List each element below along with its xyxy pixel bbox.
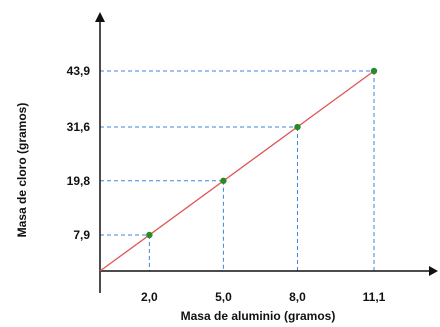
- data-point: [220, 177, 227, 184]
- x-axis-label: Masa de aluminio (gramos): [181, 309, 336, 323]
- series: [99, 70, 375, 272]
- data-point: [294, 123, 301, 131]
- x-tick-label: 11,1: [363, 290, 386, 304]
- x-axis-arrow-icon: [429, 266, 438, 276]
- y-tick-label: 19,8: [67, 174, 91, 188]
- data-point: [370, 67, 378, 75]
- data-point: [146, 231, 153, 239]
- guide-lines: [100, 70, 375, 271]
- series-line: [99, 70, 375, 272]
- axes: [95, 12, 438, 293]
- y-axis-arrow-icon: [95, 12, 105, 22]
- tick-labels: 2,0 7,9 5,0 19,8 8,0 31,6 11,1 43,9: [67, 64, 386, 304]
- x-tick-label: 5,0: [215, 290, 232, 304]
- x-tick-label: 2,0: [141, 290, 158, 304]
- y-axis-label: Masa de cloro (gramos): [15, 103, 29, 238]
- y-tick-label: 31,6: [67, 120, 91, 134]
- y-tick-label: 7,9: [73, 228, 90, 242]
- y-tick-label: 43,9: [67, 64, 91, 78]
- data-points: [146, 67, 378, 239]
- x-tick-label: 8,0: [289, 290, 306, 304]
